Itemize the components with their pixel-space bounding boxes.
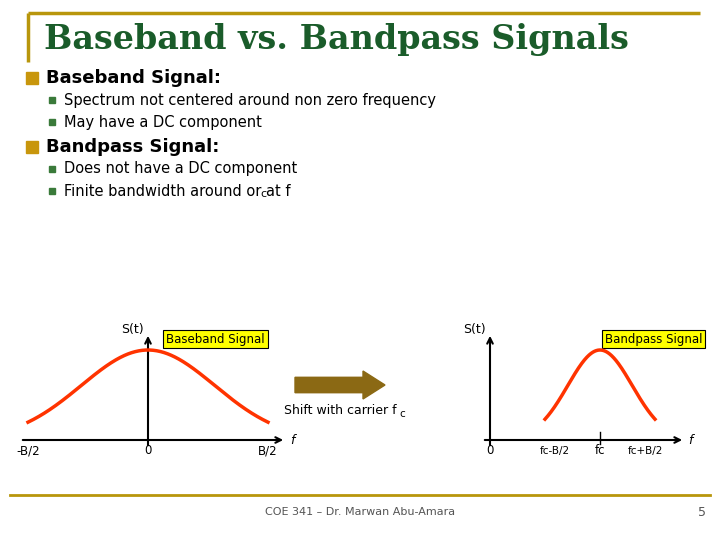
Text: Spectrum not centered around non zero frequency: Spectrum not centered around non zero fr… [64, 92, 436, 107]
Text: 5: 5 [698, 505, 706, 518]
Text: S(t): S(t) [122, 322, 144, 335]
Text: c: c [399, 409, 405, 419]
Text: May have a DC component: May have a DC component [64, 114, 262, 130]
Text: Baseband Signal:: Baseband Signal: [46, 69, 221, 87]
Text: f: f [290, 434, 294, 447]
Text: Bandpass Signal:: Bandpass Signal: [46, 138, 220, 156]
Text: B/2: B/2 [258, 444, 278, 457]
Text: fᴄ-B/2: fᴄ-B/2 [540, 446, 570, 456]
Text: S(t): S(t) [464, 322, 486, 335]
Text: Baseband Signal: Baseband Signal [166, 333, 265, 346]
Text: Bandpass Signal: Bandpass Signal [605, 333, 703, 346]
Text: -B/2: -B/2 [16, 444, 40, 457]
Text: Baseband vs. Bandpass Signals: Baseband vs. Bandpass Signals [44, 24, 629, 57]
Text: fᴄ: fᴄ [595, 444, 606, 457]
Text: fᴄ+B/2: fᴄ+B/2 [627, 446, 662, 456]
FancyArrow shape [295, 371, 385, 399]
Text: 0: 0 [486, 444, 494, 457]
Text: c: c [260, 189, 266, 199]
Text: Shift with carrier f: Shift with carrier f [284, 404, 396, 417]
Text: COE 341 – Dr. Marwan Abu-Amara: COE 341 – Dr. Marwan Abu-Amara [265, 507, 455, 517]
Text: f: f [688, 434, 693, 447]
Text: 0: 0 [144, 444, 152, 457]
Text: Finite bandwidth around or at f: Finite bandwidth around or at f [64, 184, 290, 199]
Text: Does not have a DC component: Does not have a DC component [64, 161, 297, 177]
